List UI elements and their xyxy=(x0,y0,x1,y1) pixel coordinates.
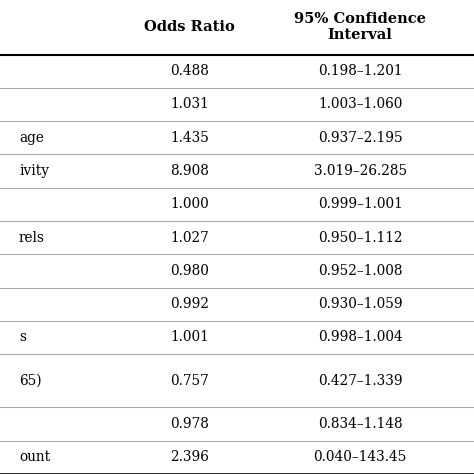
Text: 0.488: 0.488 xyxy=(170,64,209,78)
Text: 1.003–1.060: 1.003–1.060 xyxy=(318,98,402,111)
Text: ivity: ivity xyxy=(19,164,49,178)
Text: 65): 65) xyxy=(19,374,42,388)
Text: 0.952–1.008: 0.952–1.008 xyxy=(318,264,402,278)
Text: 0.999–1.001: 0.999–1.001 xyxy=(318,197,402,211)
Text: 8.908: 8.908 xyxy=(170,164,209,178)
Text: 1.027: 1.027 xyxy=(170,231,209,245)
Text: 3.019–26.285: 3.019–26.285 xyxy=(314,164,407,178)
Text: 0.978: 0.978 xyxy=(170,417,209,431)
Text: 0.980: 0.980 xyxy=(170,264,209,278)
Text: 95% Confidence
Interval: 95% Confidence Interval xyxy=(294,12,426,42)
Text: Odds Ratio: Odds Ratio xyxy=(144,20,235,34)
Text: rels: rels xyxy=(19,231,45,245)
Text: s: s xyxy=(19,330,26,345)
Text: 0.930–1.059: 0.930–1.059 xyxy=(318,297,402,311)
Text: 0.198–1.201: 0.198–1.201 xyxy=(318,64,402,78)
Text: 0.992: 0.992 xyxy=(170,297,209,311)
Text: 1.031: 1.031 xyxy=(170,98,209,111)
Text: 1.001: 1.001 xyxy=(170,330,209,345)
Text: 1.000: 1.000 xyxy=(170,197,209,211)
Text: 0.757: 0.757 xyxy=(170,374,209,388)
Text: 0.040–143.45: 0.040–143.45 xyxy=(314,450,407,465)
Text: 0.834–1.148: 0.834–1.148 xyxy=(318,417,402,431)
Text: 0.937–2.195: 0.937–2.195 xyxy=(318,131,402,145)
Text: 2.396: 2.396 xyxy=(170,450,209,465)
Text: age: age xyxy=(19,131,44,145)
Text: 1.435: 1.435 xyxy=(170,131,209,145)
Text: 0.427–1.339: 0.427–1.339 xyxy=(318,374,402,388)
Text: 0.950–1.112: 0.950–1.112 xyxy=(318,231,402,245)
Text: 0.998–1.004: 0.998–1.004 xyxy=(318,330,402,345)
Text: ount: ount xyxy=(19,450,50,465)
